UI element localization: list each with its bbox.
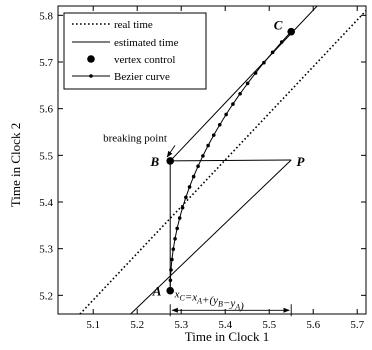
formula-part: ) (239, 301, 244, 313)
legend-label-bezier-curve: Bezier curve (114, 71, 170, 83)
bezier-curve-marker (279, 40, 284, 44)
y-tick-label: 5.6 (39, 104, 53, 116)
formula-part: −y (223, 298, 235, 310)
estimated-time-segment-3 (170, 159, 292, 162)
bezier-curve-marker (169, 268, 173, 272)
estimated-time-segment-0 (130, 159, 292, 314)
y-tick-label: 5.7 (39, 57, 53, 69)
x-tick-label: 5.7 (350, 319, 364, 331)
legend-label-real-time: real time (114, 19, 153, 31)
bezier-curve-marker (206, 143, 210, 148)
bezier-curve-marker (171, 247, 176, 251)
x-tick-label: 5.4 (218, 319, 232, 331)
breaking-point-arrow (166, 145, 176, 158)
legend-label-estimated-time: estimated time (114, 37, 179, 49)
x-tick-label: 5.5 (262, 319, 276, 331)
plot-frame (57, 5, 367, 315)
point-label-c: C (274, 18, 283, 33)
formula-part: +(y (202, 295, 218, 307)
vertex-control-point-2 (287, 27, 296, 36)
bezier-curve-marker (184, 195, 188, 200)
vertex-control-point-0 (166, 286, 174, 295)
bezier-curve-marker (173, 236, 177, 241)
bezier-curve-marker (180, 205, 185, 210)
bezier-curve-marker (170, 257, 174, 262)
bezier-curve-marker (168, 278, 173, 283)
x-tick-label: 5.6 (306, 319, 320, 331)
vertex-control-point-1 (166, 157, 174, 165)
formula-subscript: A (234, 303, 240, 312)
breaking-point-label: breaking point (103, 132, 167, 144)
x-tick-label: 5.1 (86, 319, 100, 331)
x-tick-label: 5.3 (174, 319, 188, 331)
bezier-curve-marker (187, 185, 192, 189)
bezier-curve-marker (224, 112, 228, 117)
point-label-a: A (152, 284, 162, 299)
bezier-curve-marker (238, 91, 242, 96)
x-tick-label: 5.2 (130, 319, 144, 331)
bezier-curve-marker (177, 216, 182, 220)
x-axis-title: Time in Clock 1 (185, 329, 269, 344)
y-axis-title: Time in Clock 2 (8, 123, 23, 207)
point-label-p: P (296, 154, 305, 169)
formula-label: xC=xA+(yB−yA) (174, 289, 245, 313)
y-tick-label: 5.8 (39, 10, 53, 22)
bezier-curve-marker (270, 50, 275, 55)
bezier-curve-marker (245, 81, 250, 86)
formula-subscript: C (179, 294, 185, 303)
bezier-curve-marker (175, 226, 179, 231)
real-time-line (78, 10, 366, 314)
bezier-curve-marker (231, 102, 235, 106)
formula-subscript: A (196, 297, 202, 306)
bezier-curve-marker (217, 122, 222, 127)
legend: real time estimated time vertex control … (63, 12, 207, 90)
formula-part: =x (185, 292, 197, 304)
bezier-curve-marker (262, 60, 266, 65)
y-tick-label: 5.5 (39, 150, 53, 162)
bezier-curve-marker (191, 174, 196, 179)
bezier-curve-marker (201, 154, 205, 158)
legend-swatch-bezier-marker (89, 74, 93, 78)
legend-label-vertex-control: vertex control (114, 54, 175, 66)
bezier-curve-marker (196, 164, 200, 169)
bezier-curve-marker (253, 71, 258, 75)
bezier-curve-marker (211, 133, 216, 137)
legend-swatch-vertex-control (87, 55, 95, 63)
axis-ticks: 5.1 5.2 5.3 5.4 5.5 5.6 5.7 5.2 5.3 5.4 5.5 5.6 5.7 5… (39, 6, 366, 331)
formula-part: x (174, 289, 180, 301)
formula-subscript: B (218, 300, 223, 309)
point-label-b: B (150, 154, 160, 169)
y-tick-label: 5.4 (39, 197, 53, 209)
y-tick-label: 5.2 (39, 290, 53, 302)
markers-layer (166, 27, 296, 295)
y-tick-label: 5.3 (39, 244, 53, 256)
